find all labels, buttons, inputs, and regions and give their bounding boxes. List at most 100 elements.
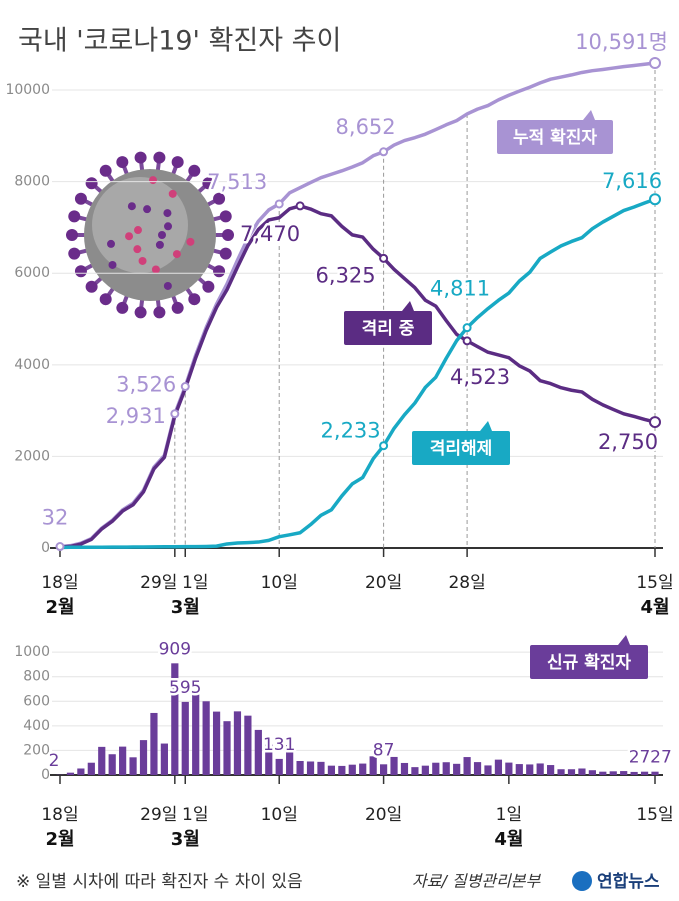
bar <box>212 711 221 775</box>
legend-pointer <box>583 110 595 120</box>
virus-spike-head <box>68 247 81 260</box>
point-marker <box>274 199 284 209</box>
virus-spike-head <box>202 177 215 190</box>
month-label: 4월 <box>494 829 523 850</box>
bar <box>181 701 189 775</box>
legend-pointer <box>480 421 492 431</box>
data-label: 7,513 <box>207 170 267 194</box>
bar <box>379 764 388 775</box>
legend-label: 신규 확진자 <box>547 653 631 673</box>
bar <box>108 754 116 775</box>
point-marker <box>462 336 472 346</box>
virus-spike-head <box>171 156 184 169</box>
x-tick-label: 28일 <box>448 573 485 593</box>
bar <box>87 762 95 775</box>
bar <box>432 762 440 775</box>
bar <box>400 762 409 775</box>
y-tick-label: 10000 <box>5 82 50 98</box>
bar <box>651 771 659 775</box>
virus-spike-head <box>116 156 129 169</box>
data-label: 32 <box>42 506 69 530</box>
bar <box>119 746 127 775</box>
bar <box>557 769 565 775</box>
point-marker <box>55 542 65 552</box>
virus-spike-head <box>99 164 112 177</box>
footnote: ※ 일별 시차에 따라 확진자 수 차이 있음 <box>16 872 303 892</box>
data-label: 8,652 <box>336 115 396 139</box>
point-marker <box>180 382 190 392</box>
legend-box <box>344 311 432 345</box>
bar <box>286 745 294 775</box>
y-tick-label: 600 <box>23 693 50 709</box>
bar <box>359 763 367 775</box>
x-tick-label: 29일 <box>140 573 177 593</box>
legend-box <box>412 431 510 465</box>
virus-spike-head <box>74 192 87 205</box>
bar <box>327 765 336 775</box>
legend-box <box>530 645 648 679</box>
virus-spike-head <box>85 177 98 190</box>
virus-dot <box>133 245 142 254</box>
virus-spike-head <box>219 210 232 223</box>
data-label: 27 <box>629 748 651 768</box>
bar <box>588 770 596 775</box>
data-label: 4,811 <box>430 277 490 301</box>
x-tick-label: 20일 <box>365 573 402 593</box>
virus-spike-head <box>219 247 232 260</box>
data-label: 2 <box>49 751 60 771</box>
bar <box>369 756 377 775</box>
virus-spike-head <box>99 293 112 306</box>
bar <box>192 690 200 775</box>
virus-dot <box>163 209 172 218</box>
virus-spike-head <box>153 306 166 319</box>
virus-spike-head <box>202 280 215 293</box>
virus-spike-head <box>116 301 129 314</box>
bar <box>223 721 231 775</box>
x-tick-label: 1일 <box>182 573 208 593</box>
virus-dot <box>143 205 152 214</box>
y-tick-label: 400 <box>23 718 50 734</box>
month-label: 2월 <box>45 597 74 618</box>
bar <box>463 757 471 775</box>
y-tick-label: 0 <box>41 540 50 556</box>
bar <box>348 764 356 775</box>
point-marker <box>649 416 661 429</box>
y-tick-label: 8000 <box>14 174 50 190</box>
legend-pointer <box>618 635 630 645</box>
bar <box>317 761 325 775</box>
virus-dot <box>158 231 166 239</box>
data-label: 27 <box>650 748 672 768</box>
virus-spike-head <box>153 151 166 164</box>
virus-dot <box>133 226 142 235</box>
virus-spike-head <box>222 229 234 241</box>
bar <box>421 765 429 775</box>
virus-illustration <box>66 151 234 319</box>
x-tick-label: 10일 <box>261 573 298 593</box>
data-label: 6,325 <box>316 263 376 287</box>
month-label: 2월 <box>45 829 74 850</box>
virus-spike-head <box>213 265 226 278</box>
virus-dot <box>149 176 158 185</box>
bar <box>66 772 75 775</box>
x-tick-label: 15일 <box>636 573 673 593</box>
month-label: 4월 <box>640 597 669 618</box>
data-label: 4,523 <box>450 365 510 389</box>
virus-dot <box>138 256 147 265</box>
bar <box>98 746 106 775</box>
bar <box>171 663 179 775</box>
bar <box>254 729 262 775</box>
virus-spike-head <box>66 229 78 241</box>
bar <box>630 771 638 775</box>
bar <box>442 762 450 775</box>
legend-label: 격리해제 <box>430 439 493 459</box>
bar <box>150 712 158 775</box>
bar <box>505 762 513 775</box>
virus-spike-head <box>134 306 147 319</box>
virus-dot <box>108 260 117 269</box>
virus-dot <box>168 189 177 198</box>
y-tick-label: 800 <box>23 669 50 685</box>
bar <box>640 771 649 775</box>
bar <box>244 715 252 775</box>
